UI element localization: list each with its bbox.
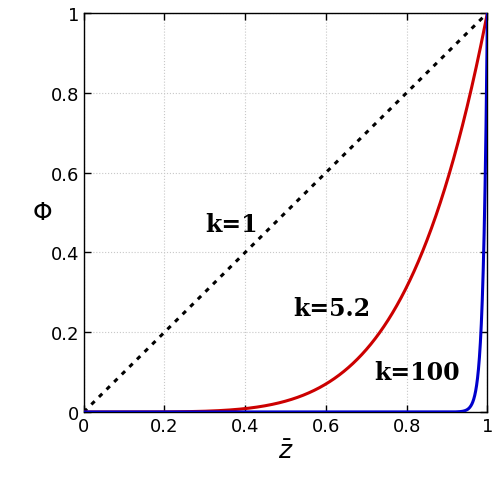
- X-axis label: $\bar{z}$: $\bar{z}$: [278, 441, 293, 464]
- Y-axis label: $\Phi$: $\Phi$: [32, 202, 52, 225]
- Text: k=5.2: k=5.2: [294, 297, 371, 321]
- Text: k=100: k=100: [374, 360, 460, 384]
- Text: k=1: k=1: [205, 213, 258, 237]
